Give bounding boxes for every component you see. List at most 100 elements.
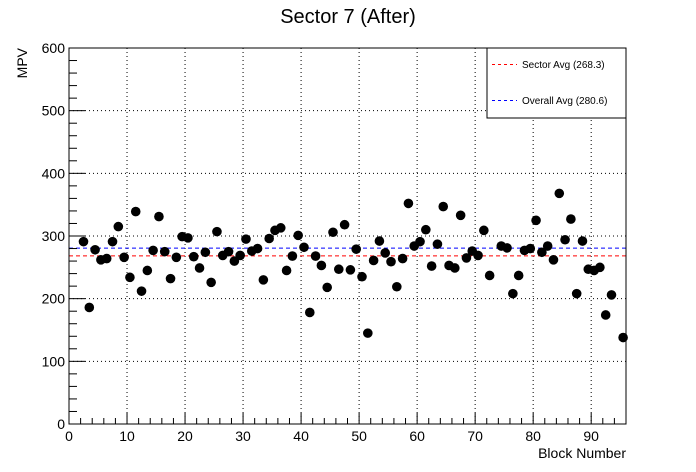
data-points xyxy=(78,188,628,343)
data-point xyxy=(119,252,129,263)
data-point xyxy=(200,247,211,258)
data-point xyxy=(479,225,489,236)
y-tick-label: 0 xyxy=(57,416,65,432)
data-point xyxy=(461,253,472,263)
data-point xyxy=(473,250,483,261)
data-point xyxy=(212,226,222,237)
data-point xyxy=(316,260,327,271)
data-point xyxy=(90,244,100,255)
data-point xyxy=(171,252,182,263)
data-point xyxy=(571,288,582,299)
x-tick-label: 10 xyxy=(119,428,135,444)
data-point xyxy=(618,332,628,343)
x-tick-label: 80 xyxy=(525,428,541,444)
data-point xyxy=(513,270,524,281)
data-point xyxy=(322,282,332,293)
data-point xyxy=(380,248,391,258)
y-axis-label: MPV xyxy=(14,47,30,78)
data-point xyxy=(183,233,193,243)
x-tick-label: 50 xyxy=(351,428,367,444)
data-point xyxy=(374,236,385,246)
data-point xyxy=(188,251,199,262)
data-point xyxy=(299,242,309,253)
data-point xyxy=(154,211,164,222)
y-tick-label: 600 xyxy=(42,40,66,56)
data-point xyxy=(130,206,141,217)
data-point xyxy=(142,265,153,276)
data-point xyxy=(84,302,95,313)
data-point xyxy=(235,250,245,261)
data-point xyxy=(397,253,408,264)
data-point xyxy=(159,246,170,257)
legend-overall-avg-label: Overall Avg (280.6) xyxy=(522,96,607,107)
data-point xyxy=(484,270,495,281)
data-point xyxy=(508,288,518,299)
y-tick-label: 300 xyxy=(42,228,66,244)
data-point xyxy=(194,263,205,273)
x-tick-label: 20 xyxy=(177,428,193,444)
data-point xyxy=(432,239,443,249)
data-point xyxy=(328,227,338,238)
data-point xyxy=(333,264,344,275)
x-tick-label: 70 xyxy=(467,428,483,444)
data-point xyxy=(252,243,263,254)
data-point xyxy=(310,251,321,261)
legend-sector-avg-label: Sector Avg (268.3) xyxy=(522,60,605,71)
data-point xyxy=(386,256,396,267)
data-point xyxy=(595,262,605,273)
data-point xyxy=(502,243,512,253)
data-point xyxy=(542,241,553,251)
data-point xyxy=(206,277,216,288)
x-tick-label: 90 xyxy=(583,428,599,444)
data-point xyxy=(165,273,176,284)
data-point xyxy=(368,255,379,266)
data-point xyxy=(293,230,303,241)
y-tick-label: 400 xyxy=(42,165,66,181)
data-point xyxy=(426,261,437,271)
data-point xyxy=(345,265,356,275)
data-point xyxy=(548,255,559,265)
data-point xyxy=(351,244,362,254)
data-point xyxy=(113,221,124,232)
data-point xyxy=(223,246,234,257)
data-point xyxy=(392,281,402,292)
data-point xyxy=(450,263,460,273)
data-point xyxy=(275,223,286,233)
data-point xyxy=(363,328,373,338)
data-point xyxy=(339,219,350,230)
data-point xyxy=(304,307,315,318)
data-point xyxy=(136,286,147,296)
legend: Sector Avg (268.3) Overall Avg (280.6) xyxy=(486,47,627,119)
data-point xyxy=(421,224,431,235)
data-point xyxy=(287,251,298,261)
y-tick-label: 100 xyxy=(42,353,66,369)
data-point xyxy=(403,198,414,209)
data-point xyxy=(554,188,565,199)
data-point xyxy=(241,234,251,244)
data-point xyxy=(264,233,274,244)
data-point xyxy=(525,243,536,254)
data-point xyxy=(281,265,292,276)
data-point xyxy=(577,236,588,246)
data-point xyxy=(455,210,466,221)
legend-box xyxy=(486,47,627,119)
x-axis-label: Block Number xyxy=(538,445,626,461)
data-point xyxy=(560,234,570,245)
data-point xyxy=(438,201,449,212)
x-tick-label: 0 xyxy=(65,428,73,444)
data-point xyxy=(258,275,269,285)
data-point xyxy=(606,290,617,300)
y-tick-label: 500 xyxy=(42,103,66,119)
data-point xyxy=(357,271,367,282)
data-point xyxy=(566,214,576,224)
data-point xyxy=(125,272,135,283)
chart-title: Sector 7 (After) xyxy=(280,6,416,28)
x-tick-label: 40 xyxy=(293,428,309,444)
y-tick-label: 200 xyxy=(42,291,66,307)
data-point xyxy=(537,247,547,258)
data-point xyxy=(78,236,89,247)
data-point xyxy=(148,245,158,256)
x-tick-label: 60 xyxy=(409,428,425,444)
axes: 0 10 20 30 40 50 60 70 80 90 0 100 200 300 400 500 600 xyxy=(42,40,627,444)
